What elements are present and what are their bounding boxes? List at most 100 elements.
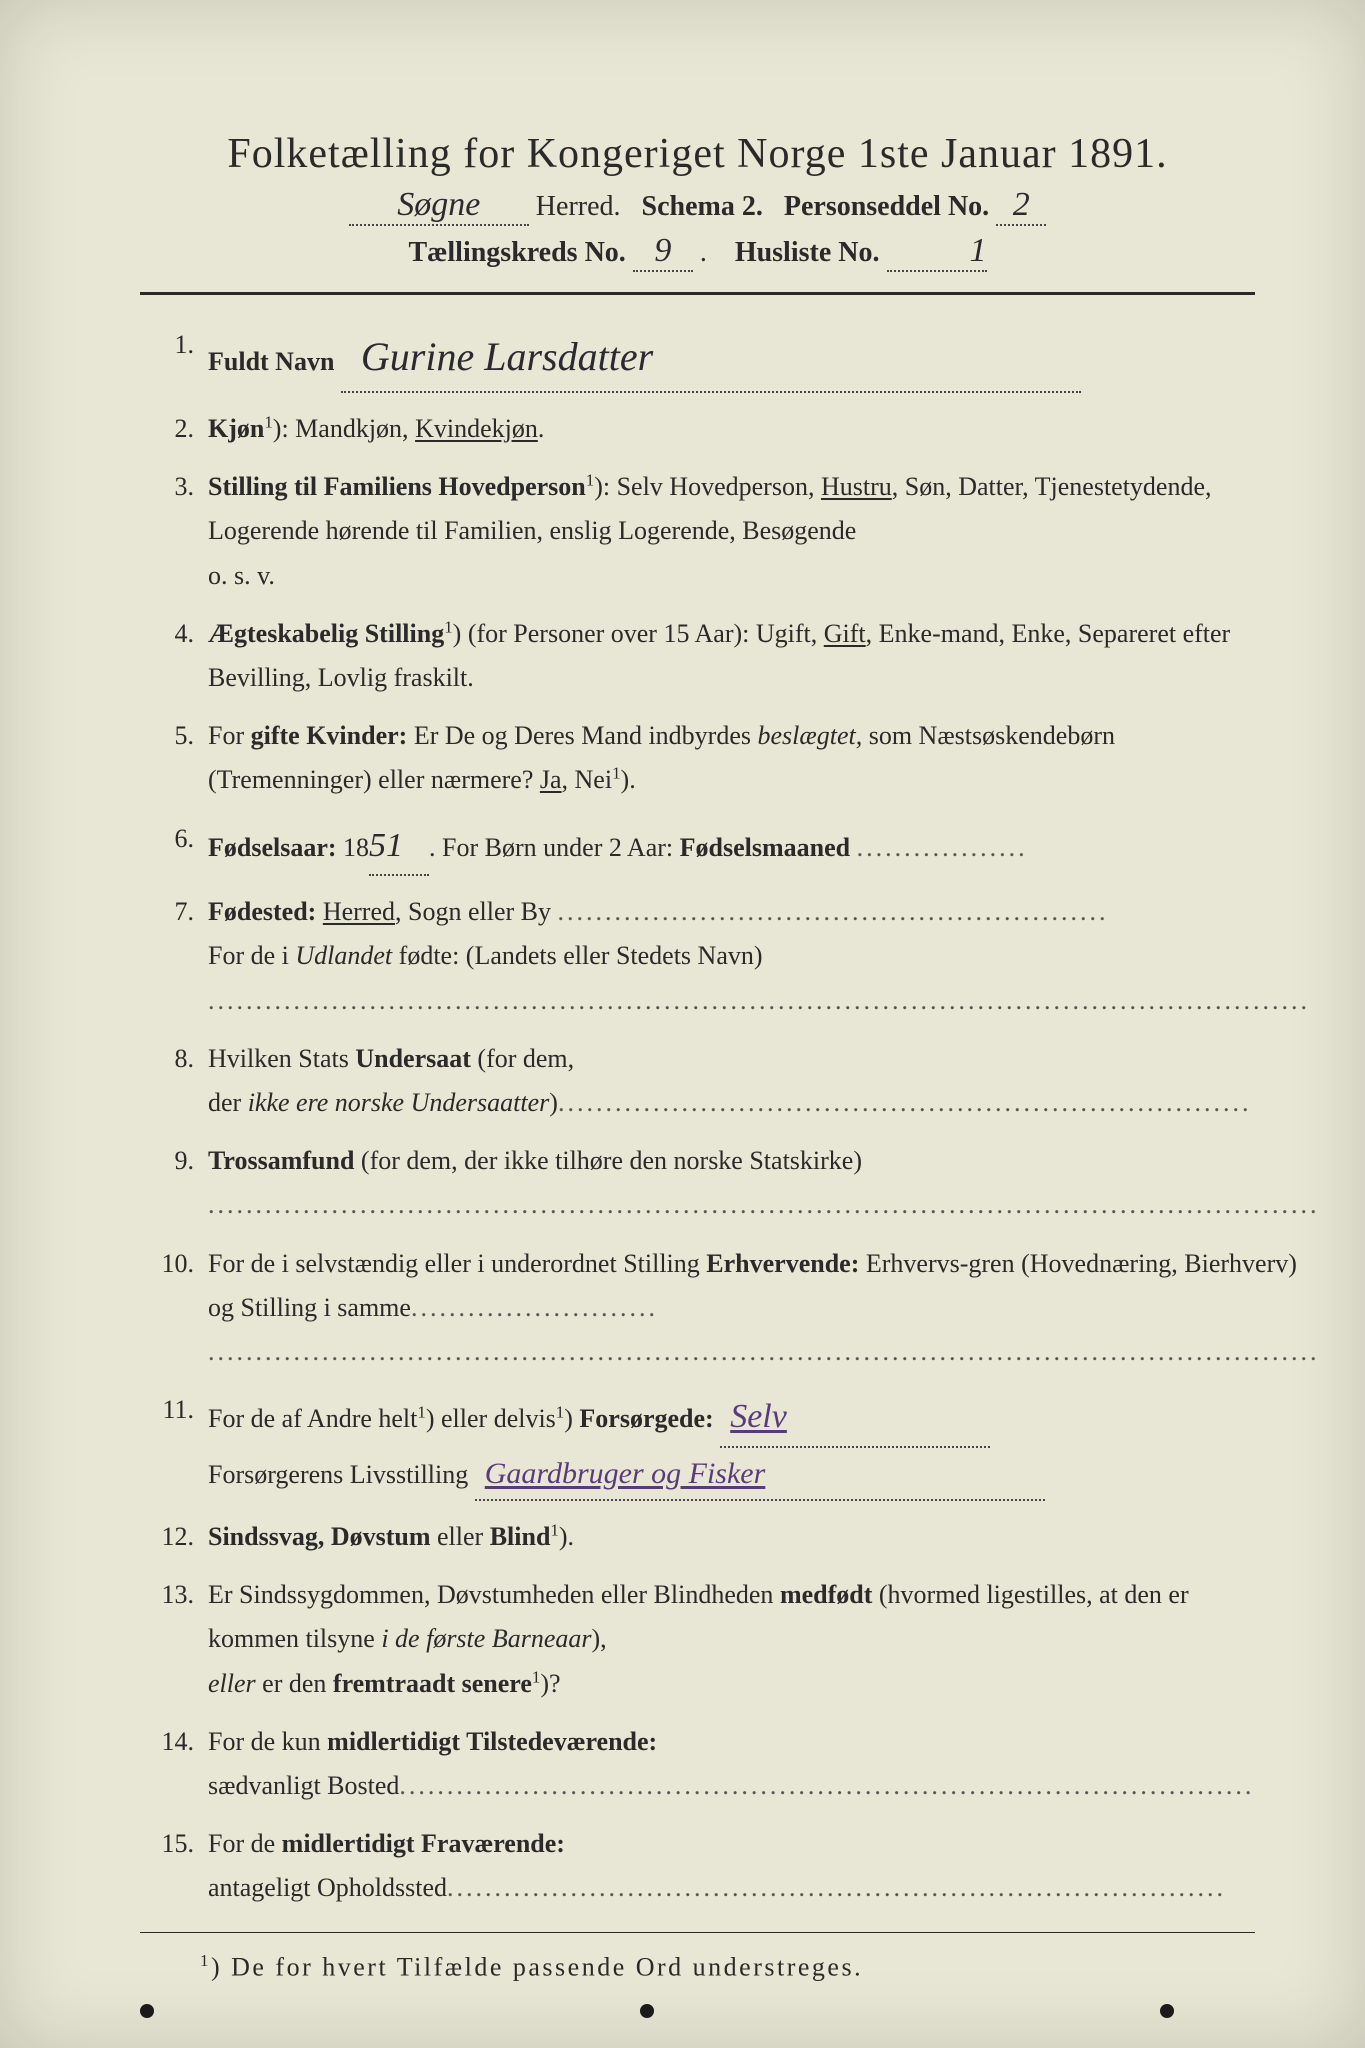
item-5: 5. For gifte Kvinder: Er De og Deres Man… <box>140 714 1255 802</box>
item-num: 9. <box>140 1139 208 1227</box>
item-12: 12. Sindssvag, Døvstum eller Blind1). <box>140 1515 1255 1559</box>
footnote: 1) De for hvert Tilfælde passende Ord un… <box>140 1951 1255 1983</box>
ikke-norske: ikke ere norske Undersaatter <box>248 1088 550 1117</box>
dots: ........................................… <box>558 897 1109 926</box>
item-4: 4. Ægteskabelig Stilling1) (for Personer… <box>140 612 1255 700</box>
schema-label: Schema 2. <box>642 191 763 222</box>
bosted: sædvanligt Bosted <box>208 1771 399 1800</box>
dots: ........................................… <box>208 1337 1320 1366</box>
tail: )? <box>540 1669 560 1698</box>
osv: o. s. v. <box>208 561 275 590</box>
dots: ........................................… <box>558 1088 1252 1117</box>
item-num: 11. <box>140 1388 208 1501</box>
line2a: der <box>208 1088 248 1117</box>
tail: , Nei <box>562 765 613 794</box>
item-num: 1. <box>140 323 208 393</box>
herred-label: Herred. <box>536 191 621 222</box>
item-1: 1. Fuldt Navn Gurine Larsdatter <box>140 323 1255 393</box>
label-fuldt-navn: Fuldt Navn <box>208 347 334 376</box>
item-7: 7. Fødested: Herred, Sogn eller By .....… <box>140 890 1255 1023</box>
label-gifte-kvinder: gifte Kvinder: <box>251 721 408 750</box>
binding-hole-icon <box>140 2004 154 2018</box>
label-fodested: Fødested: <box>208 897 316 926</box>
selv-hw: Selv <box>730 1388 787 1446</box>
hustru-underlined: Hustru <box>821 472 892 501</box>
tkreds-label: Tællingskreds No. <box>408 237 625 268</box>
item-num: 12. <box>140 1515 208 1559</box>
prefix: For de kun <box>208 1727 327 1756</box>
mid: . For Børn under 2 Aar: <box>429 833 680 862</box>
sup: 1 <box>417 1403 425 1422</box>
text: Er De og Deres Mand indbyrdes <box>407 721 757 750</box>
bottom-divider <box>140 1932 1255 1933</box>
fravaerende: midlertidigt Fraværende: <box>282 1829 565 1858</box>
sup-1: 1 <box>264 412 272 431</box>
beslaegtet: beslægtet, <box>758 721 863 750</box>
prefix: For <box>208 721 251 750</box>
after: , Sogn eller By <box>395 897 551 926</box>
prefix: For de <box>208 1829 282 1858</box>
sup-1: 1 <box>586 471 594 490</box>
dots: .................. <box>857 833 1028 862</box>
text-a: Er Sindssygdommen, Døvstumheden eller Bl… <box>208 1580 780 1609</box>
year-prefix: 18 <box>337 833 370 862</box>
text: ): Mandkjøn, <box>273 414 415 443</box>
item-9: 9. Trossamfund (for dem, der ikke tilhør… <box>140 1139 1255 1227</box>
dots: .......................... <box>411 1293 658 1322</box>
label-sindssvag: Sindssvag, Døvstum <box>208 1522 431 1551</box>
census-form-page: Folketælling for Kongeriget Norge 1ste J… <box>0 0 1365 2048</box>
text: ): Selv Hovedperson, <box>594 472 821 501</box>
item-num: 8. <box>140 1037 208 1125</box>
eller: eller <box>208 1669 256 1698</box>
item-num: 4. <box>140 612 208 700</box>
fremtraadt: fremtraadt senere <box>333 1669 532 1698</box>
erhvervende: Erhvervende: <box>706 1249 859 1278</box>
item-6: 6. Fødselsaar: 1851. For Børn under 2 Aa… <box>140 817 1255 877</box>
medfodt: medfødt <box>780 1580 872 1609</box>
label-kjon: Kjøn <box>208 414 264 443</box>
footnote-text: ) De for hvert Tilfælde passende Ord und… <box>211 1953 863 1982</box>
item-num: 10. <box>140 1242 208 1375</box>
tail: ). <box>559 1522 574 1551</box>
item-15: 15. For de midlertidigt Fraværende: anta… <box>140 1822 1255 1910</box>
binding-hole-icon <box>640 2004 654 2018</box>
item-3: 3. Stilling til Familiens Hovedperson1):… <box>140 465 1255 598</box>
year-hw: 51 <box>369 817 403 875</box>
dots: ........................................… <box>447 1873 1226 1902</box>
tkreds-dot: . <box>700 237 707 268</box>
gift-underlined: Gift <box>824 619 866 648</box>
after: (for dem, der ikke tilhøre den norske St… <box>354 1146 862 1175</box>
label-aegteskab: Ægteskabelig Stilling <box>208 619 444 648</box>
item-10: 10. For de i selvstændig eller i underor… <box>140 1242 1255 1375</box>
dots: ........................................… <box>399 1771 1254 1800</box>
line2b: er den <box>256 1669 333 1698</box>
top-divider <box>140 292 1255 295</box>
forsorgerens: Forsørgerens Livsstilling <box>208 1460 468 1489</box>
ja-underlined: Ja <box>540 765 562 794</box>
text-a: Hvilken Stats <box>208 1044 355 1073</box>
page-title: Folketælling for Kongeriget Norge 1ste J… <box>140 130 1255 178</box>
tail2: ). <box>621 765 636 794</box>
footnote-sup: 1 <box>200 1951 211 1970</box>
label-stilling: Stilling til Familiens Hovedperson <box>208 472 586 501</box>
binding-hole-icon <box>1160 2004 1174 2018</box>
opholdssted: antageligt Opholdssted <box>208 1873 447 1902</box>
item-13: 13. Er Sindssygdommen, Døvstumheden elle… <box>140 1573 1255 1706</box>
herred-handwritten: Søgne <box>397 186 480 224</box>
after: eller <box>431 1522 490 1551</box>
item-2: 2. Kjøn1): Mandkjøn, Kvindekjøn. <box>140 407 1255 451</box>
udlandet: Udlandet <box>295 941 392 970</box>
label-fodselsaar: Fødselsaar: <box>208 833 337 862</box>
text-c: ), <box>591 1624 606 1653</box>
livsstilling-hw: Gaardbruger og Fisker <box>485 1448 766 1499</box>
kvindekjon-underlined: Kvindekjøn <box>415 414 538 443</box>
fuldt-navn-hw: Gurine Larsdatter <box>361 323 653 391</box>
husliste-label: Husliste No. <box>735 237 880 268</box>
text-a: For de af Andre helt <box>208 1404 417 1433</box>
header-line-3: Tællingskreds No. 9 . Husliste No. 1 <box>140 232 1255 272</box>
item-8: 8. Hvilken Stats Undersaat (for dem, der… <box>140 1037 1255 1125</box>
item-num: 3. <box>140 465 208 598</box>
tilstedevaerende: midlertidigt Tilstedeværende: <box>327 1727 657 1756</box>
sup: 1 <box>550 1520 558 1539</box>
forsorgede: Forsørgede: <box>579 1404 713 1433</box>
